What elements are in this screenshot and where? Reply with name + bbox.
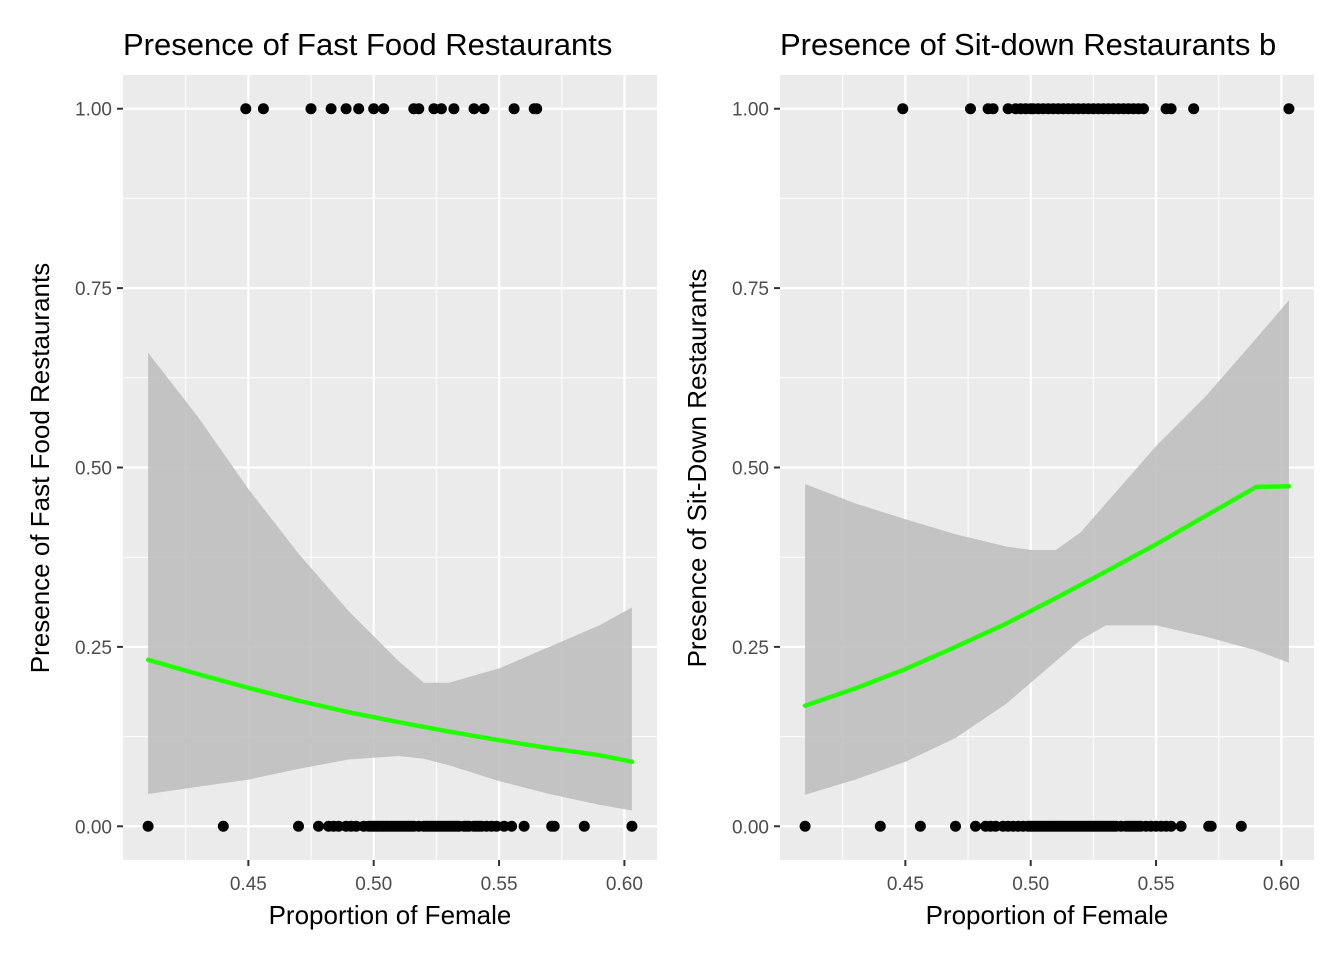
confidence-band [148, 352, 632, 811]
data-point [217, 820, 229, 832]
fit-line [145, 657, 635, 764]
data-point [626, 820, 638, 832]
panel-sit-down: 0.00 0.25 0.50 0.75 1.00 0.45 0.50 0.55 0.60 Pr… [682, 27, 1314, 930]
data-point [413, 103, 425, 115]
data-point [325, 103, 337, 115]
data-point [1175, 820, 1187, 832]
panel-sit-down-y-axis-title: Presence of Sit-Down Restaurants [682, 269, 712, 668]
x-tick-label: 0.60 [1263, 874, 1300, 895]
y-tick-label: 0.00 [732, 817, 769, 838]
data-point [1235, 820, 1247, 832]
data-point [491, 820, 502, 832]
data-point [368, 103, 380, 115]
confidence-band [805, 300, 1289, 795]
panel-fast-food: 0.00 0.25 0.50 0.75 1.00 0.45 0.50 0.55 0.60 Pr… [25, 27, 657, 930]
y-tick-label: 0.25 [732, 638, 769, 659]
panel-sit-down-fit-line [802, 483, 1292, 708]
data-point [378, 103, 390, 115]
x-tick-label: 0.45 [887, 874, 924, 895]
y-tick-label: 0.50 [75, 459, 112, 480]
data-point [435, 103, 447, 115]
data-point [1165, 103, 1177, 115]
x-tick-label: 0.50 [1012, 874, 1049, 895]
data-point [548, 820, 560, 832]
panel-fast-food-x-axis-title: Proportion of Female [269, 900, 512, 930]
data-point [240, 103, 252, 115]
panel-sit-down-points [799, 103, 1295, 832]
x-tick-label: 0.50 [355, 874, 392, 895]
panel-fast-food-points [142, 103, 638, 832]
data-point [448, 103, 460, 115]
panel-fast-food-y-axis-title: Presence of Fast Food Restaurants [25, 263, 55, 673]
data-point [1165, 820, 1177, 832]
data-point [531, 103, 543, 115]
data-point [506, 820, 518, 832]
data-point [914, 820, 926, 832]
panel-sit-down-confidence-band [805, 300, 1289, 795]
data-point [142, 820, 154, 832]
data-point [799, 820, 811, 832]
data-point [518, 820, 530, 832]
panel-fast-food-title: Presence of Fast Food Restaurants [123, 27, 612, 62]
y-tick-label: 0.75 [732, 279, 769, 300]
x-tick-label: 0.55 [481, 874, 518, 895]
data-point [970, 820, 981, 832]
panel-sit-down-x-axis-title: Proportion of Female [926, 900, 1169, 930]
data-point [313, 820, 324, 832]
data-point [353, 103, 365, 115]
data-point [1283, 103, 1295, 115]
data-point [508, 103, 520, 115]
y-tick-label: 0.25 [75, 638, 112, 659]
y-tick-label: 1.00 [75, 100, 112, 121]
panel-sit-down-title: Presence of Sit-down Restaurants b [780, 27, 1276, 62]
panel-sit-down-y-ticks: 0.00 0.25 0.50 0.75 1.00 [732, 100, 780, 838]
data-point [293, 820, 304, 832]
fit-line [802, 483, 1292, 708]
data-point [1138, 103, 1149, 115]
y-tick-label: 0.75 [75, 279, 112, 300]
panel-fast-food-confidence-band [148, 352, 632, 811]
x-tick-label: 0.60 [606, 874, 643, 895]
x-tick-label: 0.55 [1138, 874, 1175, 895]
data-point [340, 103, 352, 115]
panel-fast-food-fit-line [145, 657, 635, 764]
data-point [1188, 103, 1200, 115]
y-tick-label: 1.00 [732, 100, 769, 121]
y-tick-label: 0.50 [732, 459, 769, 480]
data-point [305, 103, 317, 115]
data-point [468, 103, 480, 115]
data-point [874, 820, 886, 832]
data-point [578, 820, 590, 832]
panel-sit-down-x-ticks: 0.45 0.50 0.55 0.60 [887, 860, 1300, 895]
data-point [478, 103, 490, 115]
y-tick-label: 0.00 [75, 817, 112, 838]
data-point [1002, 103, 1014, 115]
panel-fast-food-x-ticks: 0.45 0.50 0.55 0.60 [230, 860, 643, 895]
data-point [257, 103, 269, 115]
panel-fast-food-y-ticks: 0.00 0.25 0.50 0.75 1.00 [75, 100, 123, 838]
data-point [897, 103, 909, 115]
data-point [987, 103, 999, 115]
data-point [965, 103, 976, 115]
data-point [1205, 820, 1217, 832]
x-tick-label: 0.45 [230, 874, 267, 895]
data-point [950, 820, 961, 832]
